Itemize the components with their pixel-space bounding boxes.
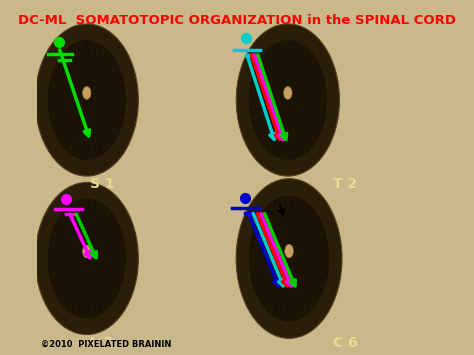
Text: C 6: C 6 [333, 335, 358, 350]
Ellipse shape [249, 196, 329, 321]
Ellipse shape [35, 182, 138, 335]
Ellipse shape [249, 40, 327, 160]
Ellipse shape [35, 24, 138, 176]
Ellipse shape [47, 40, 126, 160]
Text: ©2010  PIXELATED BRAININ: ©2010 PIXELATED BRAININ [41, 340, 171, 349]
Text: L 2: L 2 [90, 335, 113, 350]
Ellipse shape [82, 245, 91, 258]
Ellipse shape [284, 87, 292, 99]
Ellipse shape [47, 199, 126, 318]
Ellipse shape [285, 245, 293, 258]
Ellipse shape [236, 24, 339, 176]
Text: DC-ML  SOMATOTOPIC ORGANIZATION in the SPINAL CORD: DC-ML SOMATOTOPIC ORGANIZATION in the SP… [18, 14, 456, 27]
Text: T 2: T 2 [333, 177, 357, 191]
Ellipse shape [82, 87, 91, 99]
Ellipse shape [236, 179, 342, 338]
Text: S 1: S 1 [90, 177, 114, 191]
